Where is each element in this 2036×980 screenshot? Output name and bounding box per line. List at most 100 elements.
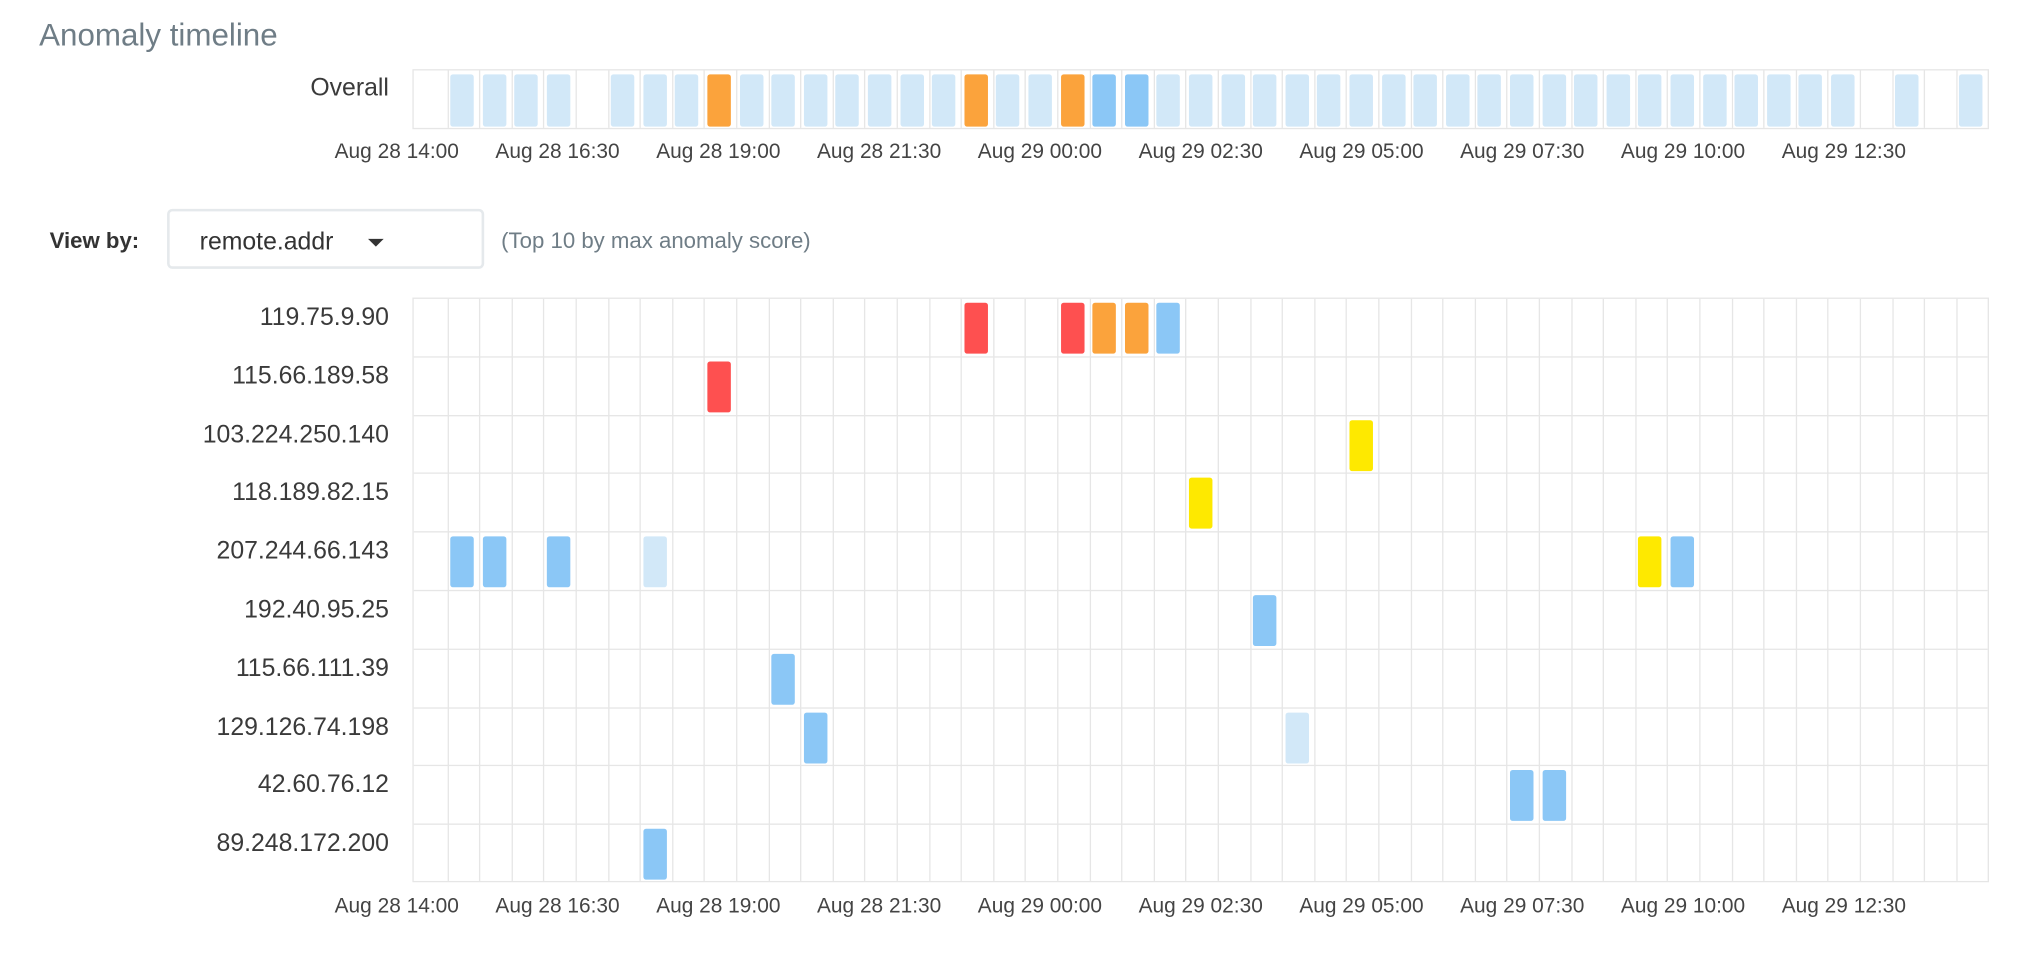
overall-anomaly-cell[interactable] [1636,73,1664,128]
grid-column-line [864,70,866,128]
swimlane-anomaly-cell[interactable] [1251,593,1278,648]
swimlane-anomaly-cell[interactable] [641,535,668,589]
overall-anomaly-cell[interactable] [1412,73,1439,128]
swimlane-anomaly-cell[interactable] [449,535,476,589]
swimlane-anomaly-cell[interactable] [1508,769,1535,823]
grid-column-line [1891,298,1894,881]
overall-anomaly-cell[interactable] [545,73,572,128]
overall-anomaly-cell[interactable] [1444,73,1471,128]
grid-column-line [447,298,449,881]
overall-anomaly-cell[interactable] [1059,73,1086,128]
overall-anomaly-cell[interactable] [513,73,540,128]
grid-column-line [575,70,577,128]
view-by-dropdown[interactable]: remote.addr [167,208,485,269]
grid-column-line [1313,298,1316,881]
swimlane-anomaly-cell[interactable] [1187,476,1214,531]
overall-swimlane [412,69,1989,130]
grid-column-line [1249,298,1252,881]
grid-column-line [479,70,481,128]
grid-column-line [1442,70,1444,128]
grid-column-line [1281,298,1284,881]
overall-anomaly-cell[interactable] [1187,73,1214,128]
grid-column-line [1763,70,1765,128]
axis-tick-label: Aug 29 10:00 [1620,895,1746,918]
overall-anomaly-cell[interactable] [1026,73,1054,128]
swimlane-anomaly-cell[interactable] [1540,769,1567,823]
swimlane-anomaly-cell[interactable] [1283,710,1310,765]
swimlane-label: 119.75.9.90 [259,304,389,332]
swimlane-anomaly-cell[interactable] [802,710,829,765]
overall-anomaly-cell[interactable] [673,73,700,128]
axis-tick-label: Aug 29 07:30 [1460,140,1585,164]
grid-column-line [1923,298,1926,881]
overall-anomaly-cell[interactable] [1540,73,1567,128]
overall-anomaly-cell[interactable] [1765,73,1792,128]
overall-anomaly-cell[interactable] [1219,73,1246,128]
overall-anomaly-cell[interactable] [481,73,508,128]
overall-anomaly-cell[interactable] [449,73,476,128]
overall-anomaly-cell[interactable] [962,73,989,128]
swimlane-anomaly-cell[interactable] [1091,301,1118,355]
grid-column-line [992,298,995,881]
overall-anomaly-cell[interactable] [1572,73,1599,128]
swimlane-anomaly-cell[interactable] [1348,418,1375,472]
grid-column-line [1731,70,1733,128]
overall-anomaly-cell[interactable] [609,73,636,128]
grid-row-line [413,589,1988,592]
overall-anomaly-cell[interactable] [641,73,668,128]
overall-anomaly-cell[interactable] [1958,73,1985,128]
grid-column-line [511,298,513,881]
overall-anomaly-cell[interactable] [1123,73,1150,128]
grid-column-line [1827,298,1829,881]
overall-anomaly-cell[interactable] [1283,73,1310,128]
overall-anomaly-cell[interactable] [994,73,1021,128]
grid-column-line [1057,298,1059,881]
grid-column-line [1506,298,1508,881]
grid-column-line [575,298,577,881]
swimlane-anomaly-cell[interactable] [1059,301,1086,355]
overall-anomaly-cell[interactable] [1476,73,1503,128]
overall-anomaly-cell[interactable] [1380,73,1407,128]
overall-anomaly-cell[interactable] [738,73,765,128]
swimlane-anomaly-cell[interactable] [545,535,572,589]
overall-anomaly-cell[interactable] [1348,73,1375,128]
overall-anomaly-cell[interactable] [705,73,733,128]
overall-anomaly-cell[interactable] [1091,73,1118,128]
overall-anomaly-cell[interactable] [1893,73,1920,128]
swimlane-anomaly-cell[interactable] [1636,535,1664,589]
overall-anomaly-cell[interactable] [1155,73,1182,128]
overall-anomaly-cell[interactable] [1251,73,1278,128]
caret-down-icon [368,238,384,247]
swimlane-anomaly-cell[interactable] [1123,301,1150,355]
grid-row-line [413,356,1988,358]
swimlane-anomaly-cell[interactable] [1155,301,1182,355]
overall-anomaly-cell[interactable] [1669,73,1696,128]
overall-anomaly-cell[interactable] [898,73,925,128]
swimlane-anomaly-cell[interactable] [770,652,797,706]
overall-anomaly-cell[interactable] [1701,73,1728,128]
overall-anomaly-cell[interactable] [1733,73,1760,128]
swimlane-anomaly-cell[interactable] [481,535,508,589]
axis-tick-label: Aug 28 14:00 [334,140,459,164]
overall-anomaly-cell[interactable] [1315,73,1343,128]
overall-anomaly-cell[interactable] [930,73,957,128]
grid-column-line [447,70,449,128]
swimlane-label: 115.66.189.58 [232,362,389,390]
grid-column-line [768,70,770,128]
overall-anomaly-cell[interactable] [770,73,797,128]
grid-column-line [832,70,834,128]
swimlane-anomaly-cell[interactable] [962,301,989,355]
swimlane-anomaly-cell[interactable] [641,827,668,882]
swimlane-anomaly-cell[interactable] [1669,535,1696,589]
overall-anomaly-cell[interactable] [1604,73,1631,128]
grid-column-line [1570,298,1573,881]
overall-anomaly-cell[interactable] [834,73,861,128]
grid-column-line [1025,298,1027,881]
overall-anomaly-cell[interactable] [802,73,829,128]
overall-anomaly-cell[interactable] [1797,73,1824,128]
axis-tick-label: Aug 28 16:30 [495,140,620,164]
overall-anomaly-cell[interactable] [1508,73,1535,128]
overall-anomaly-cell[interactable] [866,73,893,128]
overall-anomaly-cell[interactable] [1829,73,1856,128]
swimlane-anomaly-cell[interactable] [705,359,733,414]
